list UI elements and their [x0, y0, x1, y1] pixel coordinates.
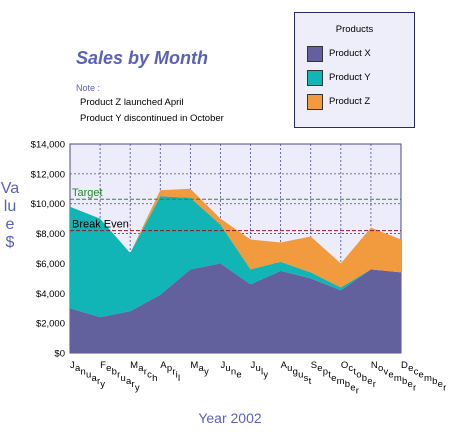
- y-tick-label: $10,000: [31, 199, 65, 210]
- target-label: Target: [72, 187, 103, 199]
- break-even-label: Break Even: [72, 219, 129, 231]
- chart-title: Sales by Month: [76, 48, 209, 68]
- legend: Products Product X Product Y Product Z: [294, 12, 415, 128]
- y-tick-label: $6,000: [36, 259, 65, 270]
- legend-label: Product X: [329, 48, 371, 59]
- reference-lines: Target Break Even: [70, 187, 401, 232]
- legend-swatch: [307, 94, 323, 110]
- area-series-group: [70, 188, 401, 353]
- y-axis-ticks: $0 $2,000 $4,000 $6,000 $8,000 $10,000 $12,000…: [31, 140, 65, 360]
- x-tick-label: June: [220, 360, 241, 381]
- x-axis-title: Year 2002: [198, 410, 262, 426]
- y-tick-label: $2,000: [36, 319, 65, 330]
- y-tick-label: $0: [54, 349, 65, 360]
- x-tick-label: April: [160, 360, 180, 384]
- legend-swatch: [307, 46, 323, 62]
- x-tick-label: August: [281, 360, 312, 387]
- area-product-y: [70, 196, 401, 318]
- legend-label: Product Z: [329, 96, 371, 107]
- x-tick-label: May: [190, 360, 209, 377]
- area-product-z: [70, 188, 401, 288]
- legend-label: Product Y: [329, 72, 371, 83]
- legend-swatch: [307, 70, 323, 86]
- y-tick-label: $8,000: [36, 229, 65, 240]
- legend-title: Products: [335, 24, 374, 35]
- note-heading: Note :: [76, 83, 101, 93]
- note-line-1: Product Z launched April: [80, 97, 184, 108]
- area-product-x: [70, 263, 401, 353]
- x-tick-label: July: [251, 360, 269, 381]
- y-tick-label: $14,000: [31, 140, 65, 151]
- y-axis-title: Value $: [0, 180, 20, 251]
- y-tick-label: $4,000: [36, 289, 65, 300]
- note-line-2: Product Y discontinued in October: [80, 113, 224, 124]
- x-axis-ticks: JanuaryFebruaryMarchAprilMayJuneJulyAugu…: [70, 360, 446, 397]
- y-tick-label: $12,000: [31, 169, 65, 180]
